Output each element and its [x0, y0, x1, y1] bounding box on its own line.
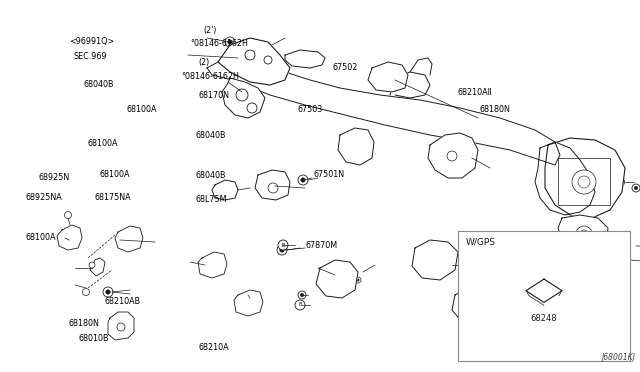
Text: B: B: [281, 243, 285, 247]
Polygon shape: [222, 78, 265, 118]
Polygon shape: [452, 286, 498, 325]
Circle shape: [634, 186, 638, 190]
Circle shape: [233, 53, 243, 63]
Text: 68210AⅡ: 68210AⅡ: [458, 88, 492, 97]
Text: 68180N: 68180N: [480, 105, 511, 114]
Circle shape: [236, 89, 248, 101]
Text: 68100A: 68100A: [26, 233, 56, 242]
Text: 68100A: 68100A: [126, 105, 157, 114]
Polygon shape: [412, 240, 458, 280]
Text: 67502: 67502: [333, 63, 358, 72]
Polygon shape: [234, 290, 263, 316]
Circle shape: [245, 50, 255, 60]
Circle shape: [301, 178, 305, 182]
Polygon shape: [338, 128, 374, 165]
Circle shape: [228, 40, 232, 44]
Text: 67503: 67503: [298, 105, 323, 114]
Circle shape: [572, 170, 596, 194]
Circle shape: [295, 300, 305, 310]
Circle shape: [211, 262, 218, 269]
Text: <96991Q>: <96991Q>: [69, 37, 115, 46]
Circle shape: [89, 262, 95, 268]
Circle shape: [246, 298, 253, 305]
Text: 67870M: 67870M: [306, 241, 338, 250]
Polygon shape: [316, 260, 358, 298]
Polygon shape: [218, 38, 290, 85]
Circle shape: [268, 183, 278, 193]
Text: 68100A: 68100A: [88, 139, 118, 148]
Circle shape: [83, 289, 90, 295]
Circle shape: [280, 248, 284, 252]
Circle shape: [300, 293, 304, 297]
Circle shape: [632, 184, 640, 192]
Text: 68040B: 68040B: [195, 131, 226, 140]
Circle shape: [472, 307, 478, 313]
Circle shape: [447, 151, 457, 161]
Circle shape: [248, 301, 252, 304]
Circle shape: [247, 103, 257, 113]
Circle shape: [225, 37, 235, 47]
Text: °08146-6162H: °08146-6162H: [181, 72, 239, 81]
Circle shape: [580, 230, 588, 238]
Circle shape: [106, 290, 110, 294]
Polygon shape: [207, 60, 560, 165]
Polygon shape: [57, 225, 82, 250]
Text: B: B: [298, 302, 302, 308]
Circle shape: [576, 226, 592, 242]
Circle shape: [117, 323, 125, 331]
Polygon shape: [285, 50, 325, 68]
Circle shape: [65, 212, 72, 218]
Text: 68170N: 68170N: [198, 92, 229, 100]
Polygon shape: [108, 312, 134, 340]
Polygon shape: [558, 215, 608, 252]
Text: 67501N: 67501N: [314, 170, 345, 179]
Text: 68010B: 68010B: [78, 334, 109, 343]
Circle shape: [214, 264, 216, 266]
Polygon shape: [545, 138, 625, 218]
Text: 68210AB: 68210AB: [105, 297, 141, 306]
Text: 68L75M: 68L75M: [195, 195, 227, 203]
Polygon shape: [212, 180, 238, 200]
Circle shape: [236, 56, 240, 60]
Circle shape: [474, 309, 476, 311]
Text: 68040B: 68040B: [83, 80, 114, 89]
Text: W/GPS: W/GPS: [466, 238, 495, 247]
Text: 68040B: 68040B: [195, 171, 226, 180]
Text: 68925NA: 68925NA: [26, 193, 62, 202]
Text: (2): (2): [198, 58, 210, 67]
Text: 68925N: 68925N: [38, 173, 70, 182]
Circle shape: [277, 245, 287, 255]
Text: (2'): (2'): [204, 26, 217, 35]
Text: 68248: 68248: [531, 314, 557, 323]
Text: SEC.969: SEC.969: [74, 52, 107, 61]
Text: 68210A: 68210A: [198, 343, 229, 352]
Text: °08146-6162H: °08146-6162H: [191, 39, 248, 48]
Text: 68180N: 68180N: [68, 319, 99, 328]
Circle shape: [298, 175, 308, 185]
Polygon shape: [115, 226, 143, 252]
Text: 68175NA: 68175NA: [95, 193, 131, 202]
Text: J68001KJ: J68001KJ: [601, 353, 635, 362]
Polygon shape: [255, 170, 290, 200]
Circle shape: [264, 56, 272, 64]
Circle shape: [355, 277, 361, 283]
Circle shape: [278, 240, 288, 250]
Polygon shape: [198, 252, 227, 278]
Circle shape: [616, 177, 625, 186]
Circle shape: [103, 287, 113, 297]
Text: 68100A: 68100A: [99, 170, 130, 179]
Circle shape: [578, 176, 590, 188]
Circle shape: [298, 291, 306, 299]
Polygon shape: [368, 62, 408, 92]
Bar: [458, 231, 630, 361]
Polygon shape: [535, 142, 595, 215]
Circle shape: [618, 180, 622, 184]
Polygon shape: [428, 133, 478, 178]
Circle shape: [357, 279, 359, 281]
